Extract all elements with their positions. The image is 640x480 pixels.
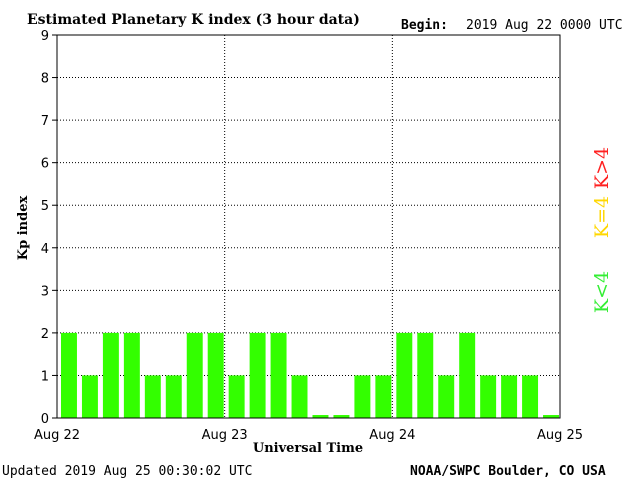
kp-bar	[543, 415, 559, 418]
kp-bar	[123, 332, 140, 418]
legend-k-less-4: K<4	[591, 271, 613, 313]
y-tick-label: 4	[41, 242, 49, 257]
y-tick-label: 6	[41, 157, 49, 172]
kp-bar	[207, 332, 224, 418]
kp-bar	[228, 375, 245, 418]
y-tick-label: 8	[41, 72, 49, 87]
kp-bar	[354, 375, 371, 418]
kp-bar	[186, 332, 203, 418]
bars	[61, 332, 559, 418]
legend-k-greater-4: K>4	[591, 147, 613, 189]
kp-bar	[522, 375, 539, 418]
y-tick-label: 7	[41, 114, 49, 129]
legend-k-equal-4: K=4	[591, 196, 613, 238]
plot-frame	[56, 34, 561, 419]
x-tick-label: Aug 25	[537, 428, 583, 443]
kp-bar	[270, 332, 287, 418]
y-tick-label: 5	[41, 199, 49, 214]
kp-bar	[144, 375, 161, 418]
kp-bar	[501, 375, 518, 418]
y-axis-label: Kp index	[16, 196, 31, 261]
y-tick-label: 1	[41, 369, 49, 384]
kp-bar	[480, 375, 497, 418]
x-axis-label: Universal Time	[253, 441, 363, 456]
axis-ticks: 0 1 2 3 4 5 6 7 8 9 Aug 22 Aug 23 Aug 24 Aug 25	[34, 29, 583, 443]
kp-bar	[81, 375, 98, 418]
begin-label: Begin:	[401, 18, 448, 33]
updated-timestamp: Updated 2019 Aug 25 00:30:02 UTC	[2, 464, 252, 479]
kp-bar	[438, 375, 455, 418]
x-tick-label: Aug 24	[369, 428, 415, 443]
kp-bar	[375, 375, 392, 418]
y-tick-label: 2	[41, 327, 49, 342]
kp-bar	[61, 332, 77, 418]
source-credit: NOAA/SWPC Boulder, CO USA	[410, 464, 606, 479]
kp-bar	[312, 415, 329, 418]
x-tick-label: Aug 22	[34, 428, 80, 443]
kp-bar	[417, 332, 434, 418]
kp-bar	[459, 332, 476, 418]
y-tick-label: 3	[41, 284, 49, 299]
grid	[57, 35, 560, 418]
kp-bar	[249, 332, 266, 418]
y-tick-label: 9	[41, 29, 49, 44]
kp-bar	[102, 332, 119, 418]
kp-bar	[165, 375, 182, 418]
kp-bar	[333, 415, 350, 418]
begin-value: 2019 Aug 22 0000 UTC	[466, 18, 623, 33]
legend: K>4 K=4 K<4	[591, 147, 613, 313]
kp-bar	[291, 375, 308, 418]
x-tick-label: Aug 23	[202, 428, 248, 443]
kp-bar	[396, 332, 413, 418]
chart-title: Estimated Planetary K index (3 hour data…	[27, 12, 360, 28]
y-tick-label: 0	[41, 412, 49, 427]
